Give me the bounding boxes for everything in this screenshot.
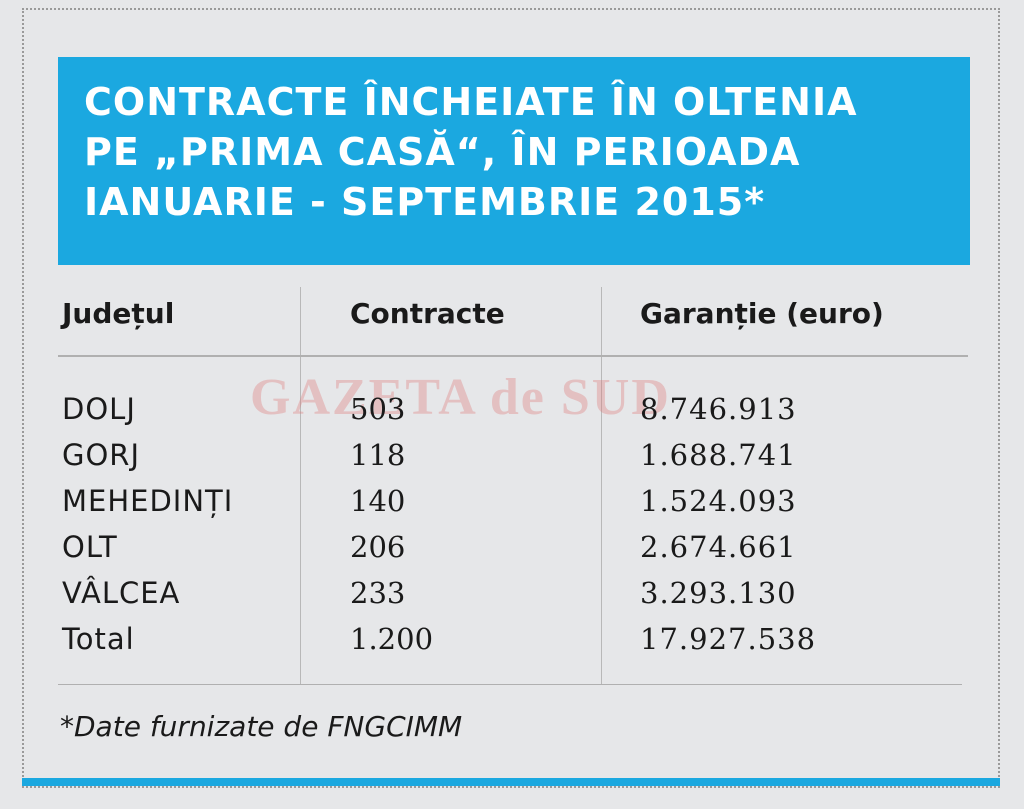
column-divider xyxy=(300,287,301,685)
cell-county: OLT xyxy=(62,530,118,564)
cell-guarantee: 8.746.913 xyxy=(640,392,797,426)
cell-county: GORJ xyxy=(62,438,141,472)
header-judetul: Județul xyxy=(62,297,175,330)
cell-guarantee: 2.674.661 xyxy=(640,530,797,564)
title-line-1: CONTRACTE ÎNCHEIATE ÎN OLTENIA xyxy=(84,80,858,124)
cell-guarantee: 1.688.741 xyxy=(640,438,797,472)
cell-contracts: 118 xyxy=(350,438,406,472)
cell-contracts: 233 xyxy=(350,576,406,610)
table-row: GORJ 118 1.688.741 xyxy=(0,432,1024,478)
bottom-accent-bar xyxy=(22,778,1000,786)
title-line-2: PE „PRIMA CASĂ“, ÎN PERIOADA xyxy=(84,130,801,174)
cell-contracts: 140 xyxy=(350,484,406,518)
cell-county: VÂLCEA xyxy=(62,576,181,610)
title-line-3: IANUARIE - SEPTEMBRIE 2015* xyxy=(84,180,766,224)
cell-county: DOLJ xyxy=(62,392,136,426)
page-frame xyxy=(22,8,1000,788)
cell-guarantee: 3.293.130 xyxy=(640,576,797,610)
cell-guarantee: 1.524.093 xyxy=(640,484,797,518)
title-box: CONTRACTE ÎNCHEIATE ÎN OLTENIA PE „PRIMA… xyxy=(58,57,970,265)
cell-contracts: 206 xyxy=(350,530,406,564)
header-divider xyxy=(58,355,968,357)
header-garantie: Garanție (euro) xyxy=(640,297,884,330)
table-row: DOLJ 503 8.746.913 xyxy=(0,386,1024,432)
table-bottom-divider xyxy=(58,684,962,685)
header-contracte: Contracte xyxy=(350,297,505,330)
cell-contracts: 503 xyxy=(350,392,406,426)
footnote: *Date furnizate de FNGCIMM xyxy=(60,710,463,743)
cell-guarantee: 17.927.538 xyxy=(640,622,817,656)
table-row: MEHEDINȚI 140 1.524.093 xyxy=(0,478,1024,524)
cell-contracts: 1.200 xyxy=(350,622,434,656)
cell-county: Total xyxy=(62,622,135,656)
cell-county: MEHEDINȚI xyxy=(62,484,234,518)
table-row: OLT 206 2.674.661 xyxy=(0,524,1024,570)
column-divider xyxy=(601,287,602,685)
table-row-total: Total 1.200 17.927.538 xyxy=(0,616,1024,662)
watermark: GAZETA de SUD xyxy=(250,369,671,426)
table-row: VÂLCEA 233 3.293.130 xyxy=(0,570,1024,616)
